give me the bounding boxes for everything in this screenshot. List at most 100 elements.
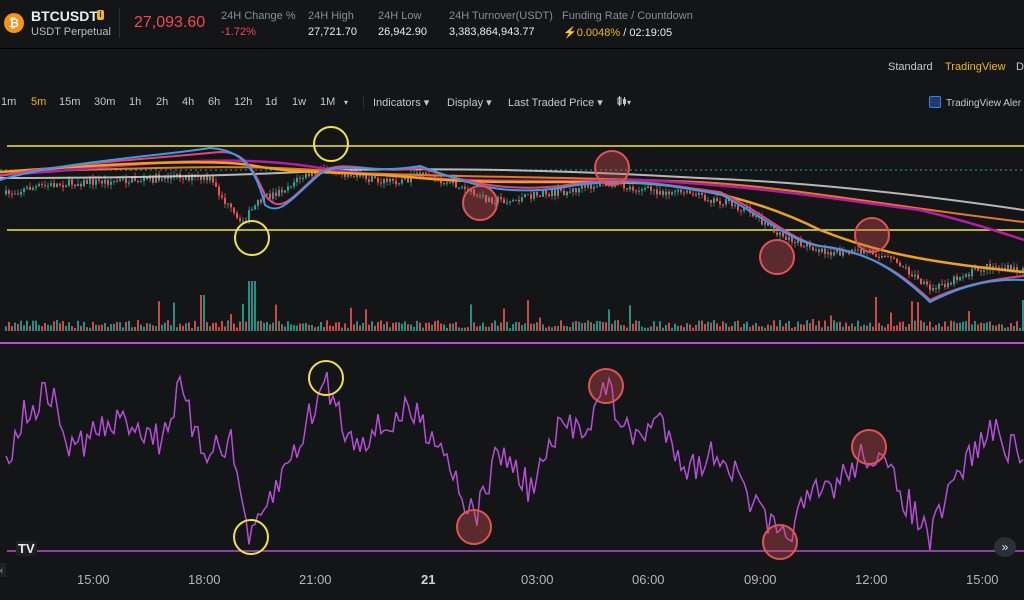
candle-body bbox=[755, 216, 757, 218]
interval-1m[interactable]: 1m bbox=[1, 96, 17, 108]
volume-bar bbox=[827, 326, 829, 331]
ma-gold-line bbox=[0, 161, 1024, 274]
price-source-menu[interactable]: Last Traded Price ▾ bbox=[508, 97, 603, 109]
interval-30m[interactable]: 30m bbox=[94, 96, 116, 108]
divergence-marker bbox=[762, 524, 798, 560]
volume-bar bbox=[623, 325, 625, 331]
volume-bar bbox=[56, 320, 58, 331]
scroll-forward-button[interactable]: » bbox=[994, 537, 1016, 557]
candle-body bbox=[32, 187, 34, 190]
volume-bar bbox=[29, 325, 31, 331]
candle-body bbox=[869, 249, 871, 252]
volume-bar bbox=[359, 325, 361, 331]
candle-body bbox=[77, 183, 79, 187]
volume-bar bbox=[785, 323, 787, 331]
volume-bar bbox=[713, 320, 715, 331]
candle-body bbox=[206, 176, 208, 181]
candle-body bbox=[644, 188, 646, 190]
candle-body bbox=[59, 183, 61, 186]
candle-body bbox=[293, 182, 295, 187]
volume-bar bbox=[398, 322, 400, 331]
volume-bar bbox=[407, 324, 409, 331]
tab-tradingview[interactable]: TradingView bbox=[945, 61, 1006, 73]
interval-4h[interactable]: 4h bbox=[182, 96, 195, 108]
candle-body bbox=[458, 187, 460, 189]
volume-bar bbox=[776, 326, 778, 331]
time-label: 15:00 bbox=[77, 572, 110, 587]
volume-bar bbox=[1022, 300, 1024, 331]
symbol-name[interactable]: BTCUSDT bbox=[31, 8, 98, 24]
volume-bar bbox=[701, 320, 703, 331]
volume-bar bbox=[293, 324, 295, 331]
volume-bar bbox=[77, 320, 79, 331]
volume-bar bbox=[758, 326, 760, 331]
interval-1M[interactable]: 1M bbox=[320, 96, 336, 108]
candle-body bbox=[497, 196, 499, 203]
candle-body bbox=[485, 195, 487, 203]
candle-body bbox=[1022, 268, 1024, 272]
display-menu[interactable]: Display ▾ bbox=[447, 97, 492, 109]
volume-bar bbox=[14, 322, 16, 331]
candle-body bbox=[983, 269, 985, 272]
volume-bar bbox=[341, 327, 343, 331]
volume-bar bbox=[1001, 324, 1003, 331]
candle-body bbox=[176, 173, 178, 176]
candle-type-chevron-icon: ▾ bbox=[627, 98, 632, 107]
candle-body bbox=[668, 191, 670, 195]
interval-12h[interactable]: 12h bbox=[234, 96, 253, 108]
volume-bar bbox=[830, 315, 832, 331]
volume-bar bbox=[338, 322, 340, 331]
volume-bar bbox=[983, 323, 985, 331]
candle-body bbox=[689, 190, 691, 194]
candle-body bbox=[731, 201, 733, 207]
candle-body bbox=[71, 179, 73, 185]
indicators-menu[interactable]: Indicators ▾ bbox=[373, 97, 430, 109]
candle-body bbox=[548, 194, 550, 197]
candle-body bbox=[950, 282, 952, 285]
candle-body bbox=[8, 190, 10, 194]
info-icon[interactable]: i bbox=[97, 10, 104, 20]
volume-bar bbox=[824, 320, 826, 331]
candle-body bbox=[449, 182, 451, 184]
interval-5m[interactable]: 5m bbox=[31, 96, 47, 108]
interval-15m[interactable]: 15m bbox=[59, 96, 81, 108]
tab-depth[interactable]: De bbox=[1016, 61, 1024, 73]
candle-body bbox=[275, 192, 277, 196]
candle-body bbox=[833, 252, 835, 256]
interval-1d[interactable]: 1d bbox=[265, 96, 278, 108]
interval-2h[interactable]: 2h bbox=[156, 96, 169, 108]
volume-bar bbox=[53, 321, 55, 331]
volume-bar bbox=[821, 327, 823, 331]
volume-bar bbox=[491, 322, 493, 331]
candle-body bbox=[563, 190, 565, 196]
candle-body bbox=[491, 197, 493, 203]
candle-body bbox=[344, 172, 346, 177]
interval-1w[interactable]: 1w bbox=[292, 96, 307, 108]
volume-bar bbox=[686, 323, 688, 331]
candle-body bbox=[713, 198, 715, 203]
time-label: 21:00 bbox=[299, 572, 332, 587]
more-intervals-chevron-icon[interactable]: ▾ bbox=[344, 98, 349, 107]
candle-body bbox=[290, 186, 292, 188]
tab-standard[interactable]: Standard bbox=[888, 61, 933, 73]
volume-bar bbox=[275, 304, 277, 331]
candle-body bbox=[659, 191, 661, 195]
volume-bar bbox=[581, 323, 583, 331]
candle-type-button[interactable]: ▾ bbox=[617, 96, 631, 108]
interval-1h[interactable]: 1h bbox=[129, 96, 142, 108]
candle-body bbox=[374, 176, 376, 178]
candle-body bbox=[632, 186, 634, 191]
volume-bar bbox=[863, 324, 865, 331]
volume-bar bbox=[365, 309, 367, 331]
interval-6h[interactable]: 6h bbox=[208, 96, 221, 108]
scroll-left-handle[interactable]: ‹ bbox=[0, 563, 6, 577]
volume-bar bbox=[677, 325, 679, 331]
tradingview-alert-button[interactable]: TradingView Aler bbox=[929, 96, 1021, 109]
candle-body bbox=[371, 176, 373, 182]
volume-bar bbox=[749, 326, 751, 331]
candle-body bbox=[566, 191, 568, 196]
volume-bar bbox=[794, 326, 796, 331]
candle-body bbox=[233, 207, 235, 213]
volume-bar bbox=[923, 322, 925, 331]
